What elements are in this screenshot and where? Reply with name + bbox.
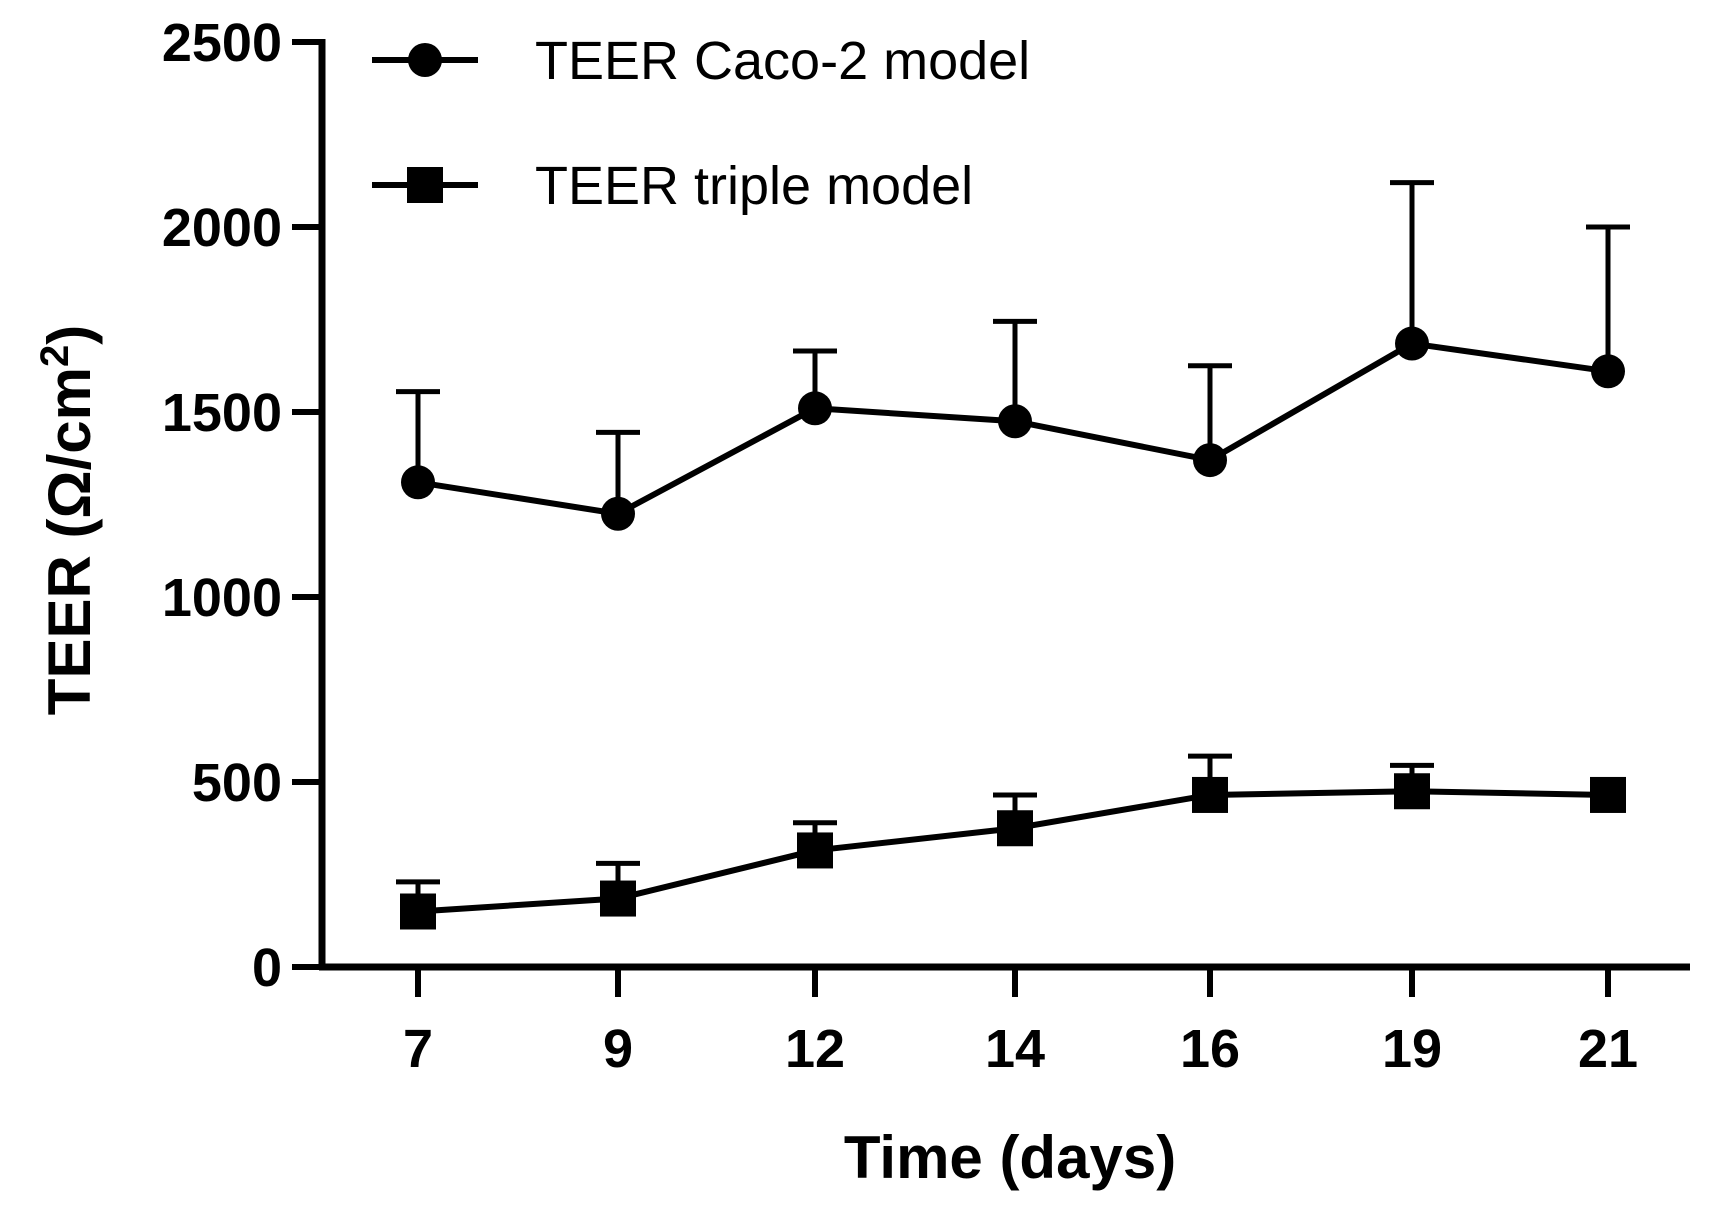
data-point-circle <box>1395 326 1429 361</box>
data-point-square <box>400 893 436 930</box>
y-tick-label: 1000 <box>162 568 282 628</box>
y-tick-label: 0 <box>252 938 282 998</box>
y-axis-title-close: ) <box>36 325 103 345</box>
series-markers <box>400 326 1626 930</box>
data-point-circle <box>1193 443 1227 478</box>
x-tick-label: 19 <box>1382 1019 1442 1079</box>
legend-marker-circle <box>408 43 442 77</box>
y-tick-label: 500 <box>192 753 282 813</box>
data-point-square <box>1394 773 1430 810</box>
legend-label: TEER Caco-2 model <box>535 31 1030 91</box>
legend: TEER Caco-2 model TEER triple model <box>372 31 1030 216</box>
y-tick-label: 2500 <box>162 13 282 73</box>
legend-marker-square <box>407 167 443 203</box>
data-point-square <box>600 880 636 917</box>
y-axis-title-superscript: 2 <box>33 345 77 367</box>
x-tick-label: 9 <box>603 1019 633 1079</box>
y-tick-label: 1500 <box>162 383 282 443</box>
x-tick-label: 14 <box>985 1019 1045 1079</box>
data-point-circle <box>998 404 1032 439</box>
x-axis-title: Time (days) <box>844 1124 1176 1191</box>
data-point-circle <box>798 391 832 426</box>
y-axis-title-main: TEER (Ω/cm <box>36 367 103 715</box>
error-bars <box>396 180 1630 912</box>
data-point-circle <box>601 496 635 531</box>
data-point-circle <box>401 465 435 500</box>
x-tick-label: 12 <box>785 1019 845 1079</box>
y-axis-ticks: 0 500 1000 1500 2000 2500 <box>162 13 322 998</box>
y-tick-label: 2000 <box>162 198 282 258</box>
data-point-circle <box>1591 354 1625 389</box>
legend-label: TEER triple model <box>535 156 973 216</box>
x-tick-label: 7 <box>403 1019 433 1079</box>
data-point-square <box>1590 776 1626 813</box>
y-axis-title: TEER (Ω/cm2) <box>33 325 103 715</box>
x-tick-label: 21 <box>1578 1019 1638 1079</box>
x-axis-ticks: 7 9 12 14 16 19 21 <box>403 967 1638 1079</box>
data-point-square <box>1192 776 1228 813</box>
data-point-square <box>797 832 833 869</box>
data-point-square <box>997 810 1033 847</box>
x-tick-label: 16 <box>1180 1019 1240 1079</box>
